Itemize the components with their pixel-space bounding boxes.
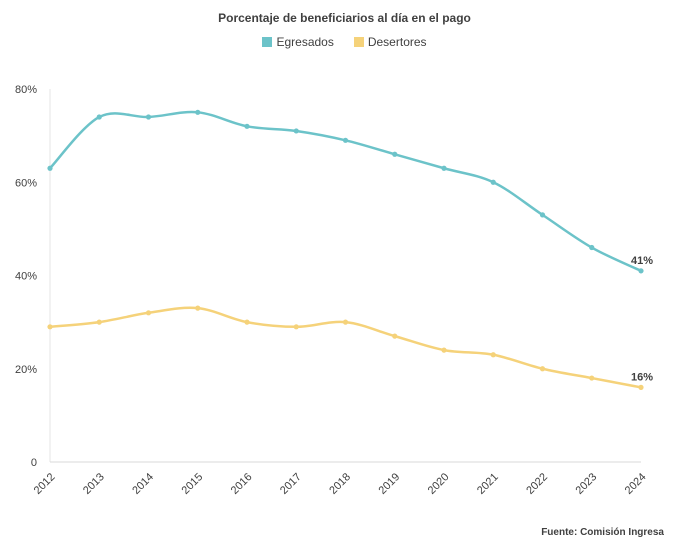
data-point-desertores (342, 319, 349, 325)
x-tick-label: 2024 (623, 471, 649, 497)
data-point-egresados (96, 114, 102, 120)
y-tick-label: 0 (31, 457, 37, 469)
data-point-desertores (589, 375, 595, 381)
x-tick-label: 2016 (229, 471, 255, 497)
data-point-egresados (539, 212, 546, 218)
data-point-desertores (195, 305, 201, 311)
data-point-egresados (441, 165, 447, 171)
legend-item-desertores[interactable]: Desertores (353, 35, 427, 49)
x-tick-label: 2022 (524, 471, 550, 497)
legend-label-desertores: Desertores (367, 35, 427, 49)
data-point-desertores (293, 324, 299, 330)
x-tick-label: 2012 (32, 471, 58, 497)
x-tick-label: 2020 (426, 471, 452, 497)
legend-swatch-desertores (353, 37, 364, 47)
source-note: Fuente: Comisión Ingresa (541, 527, 664, 538)
data-point-desertores (145, 310, 152, 316)
y-tick-label: 80% (15, 84, 37, 96)
data-point-desertores (539, 366, 546, 372)
y-tick-label: 40% (15, 271, 37, 283)
x-tick-label: 2017 (278, 471, 304, 497)
data-point-desertores (638, 384, 644, 390)
legend: Egresados Desertores (0, 35, 689, 49)
data-point-egresados (638, 268, 644, 274)
data-point-egresados (244, 123, 250, 129)
data-point-desertores (441, 347, 447, 353)
data-point-desertores (96, 319, 102, 325)
data-point-desertores (490, 352, 496, 358)
data-point-egresados (589, 244, 595, 251)
y-tick-label: 20% (15, 364, 37, 376)
x-tick-label: 2021 (475, 471, 501, 497)
series-line-egresados (48, 110, 643, 273)
data-point-egresados (47, 165, 53, 171)
end-label-egresados: 41% (631, 255, 653, 267)
x-tick-label: 2014 (130, 471, 156, 497)
x-tick-label: 2018 (327, 471, 353, 497)
data-point-desertores (392, 333, 398, 339)
chart-title: Porcentaje de beneficiarios al día en el… (218, 11, 471, 25)
legend-swatch-egresados (262, 37, 273, 47)
data-point-egresados (392, 151, 398, 157)
data-point-desertores (244, 319, 250, 325)
x-tick-label: 2019 (377, 471, 403, 497)
x-tick-label: 2013 (81, 471, 107, 497)
legend-label-egresados: Egresados (276, 35, 334, 49)
data-point-egresados (145, 114, 152, 120)
data-point-egresados (342, 137, 349, 143)
data-point-egresados (490, 179, 496, 185)
end-label-desertores: 16% (631, 371, 653, 383)
data-point-egresados (293, 128, 299, 134)
x-tick-label: 2015 (180, 471, 206, 497)
data-point-egresados (195, 109, 201, 115)
legend-item-egresados[interactable]: Egresados (262, 35, 334, 49)
y-tick-label: 60% (15, 177, 37, 189)
x-tick-label: 2023 (574, 471, 600, 497)
data-point-desertores (47, 324, 53, 330)
